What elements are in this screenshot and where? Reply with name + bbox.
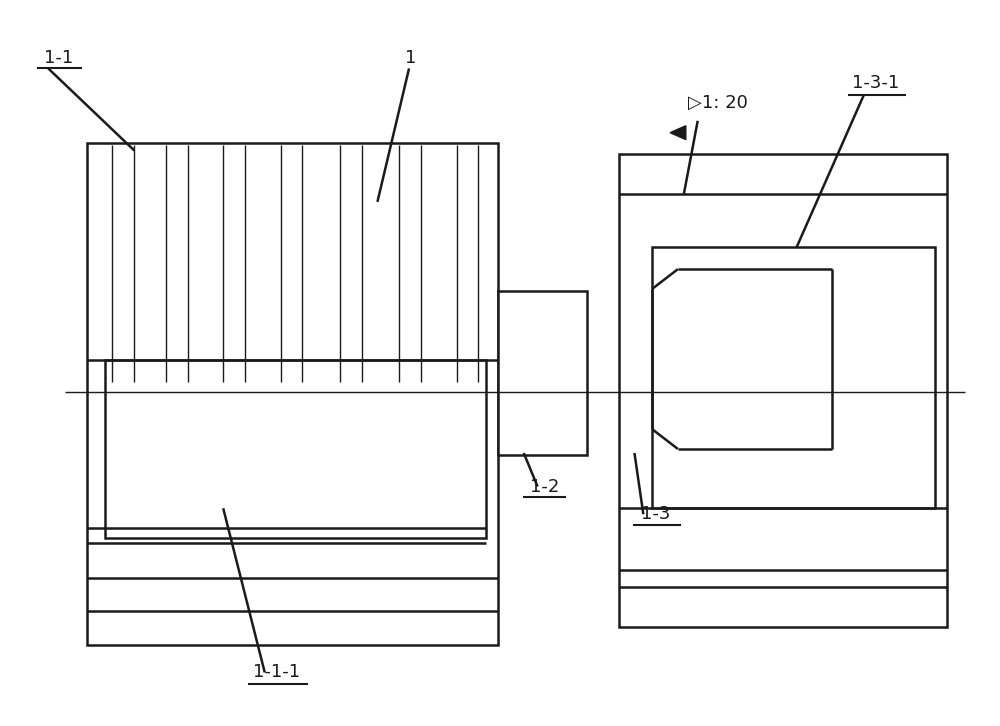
Bar xyxy=(105,360,486,538)
Bar xyxy=(652,248,935,508)
Bar xyxy=(498,291,587,455)
Bar xyxy=(87,142,498,645)
Text: 1-2: 1-2 xyxy=(530,478,559,496)
Bar xyxy=(619,155,947,627)
Text: 1-1: 1-1 xyxy=(44,49,74,67)
Text: 1-1-1: 1-1-1 xyxy=(253,664,300,682)
Text: 1-3: 1-3 xyxy=(641,505,671,523)
Text: ▷1: 20: ▷1: 20 xyxy=(688,94,747,112)
Text: 1: 1 xyxy=(405,49,417,67)
Text: 1-3-1: 1-3-1 xyxy=(852,74,899,92)
Polygon shape xyxy=(670,126,686,139)
